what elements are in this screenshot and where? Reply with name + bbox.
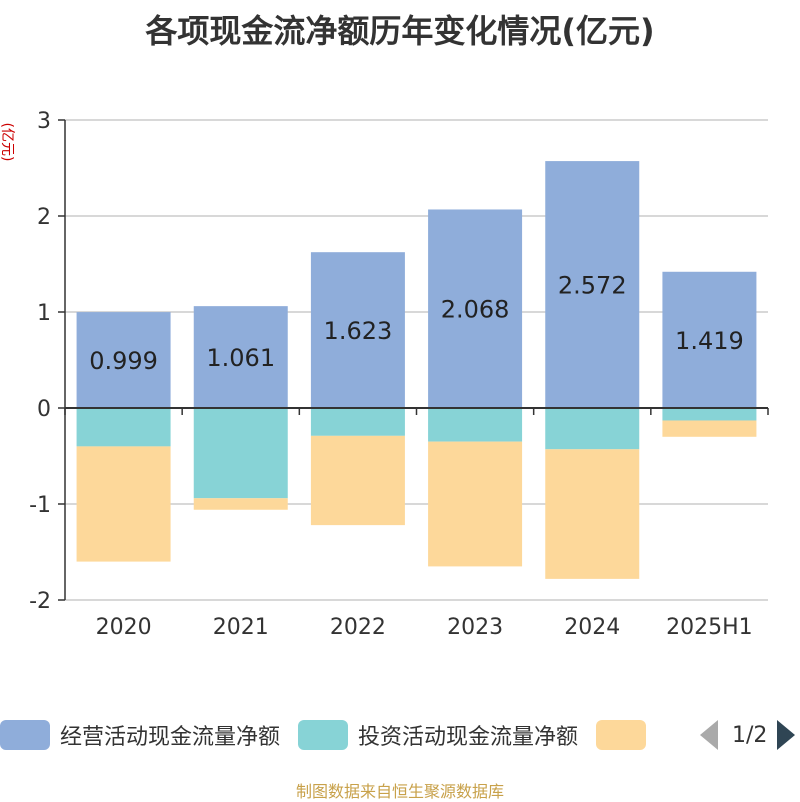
- bar-series1-2025H1[interactable]: [662, 408, 757, 421]
- bar-series0-2020[interactable]: [76, 312, 171, 408]
- legend-label-operating: 经营活动现金流量净额: [60, 725, 281, 750]
- y-axis-label: (亿元): [0, 123, 15, 162]
- y-tick-label: 3: [37, 109, 51, 134]
- axes: -2 -1 0 1 2 3 2020 2021 2022 2023 2024 2025H1: [29, 109, 769, 640]
- data-labels: 0.999 1.061 1.623 2.068 2.572 1.419: [89, 272, 744, 376]
- data-label-2023: 2.068: [441, 296, 510, 324]
- legend-pager: 1/2: [700, 716, 796, 754]
- bar-series1-2020[interactable]: [76, 408, 171, 447]
- bars: [76, 161, 757, 579]
- bar-series0-2022[interactable]: [310, 252, 405, 408]
- chart-title: 各项现金流净额历年变化情况(亿元): [145, 12, 655, 50]
- x-tick-label: 2023: [447, 615, 503, 640]
- legend-label-investing: 投资活动现金流量净额: [358, 725, 579, 750]
- legend-swatch-third-series: [596, 720, 647, 750]
- x-tick-label: 2020: [96, 615, 152, 640]
- bar-series0-2021[interactable]: [193, 306, 288, 408]
- bar-series2-2022[interactable]: [310, 435, 405, 526]
- bar-series1-2023[interactable]: [428, 408, 523, 442]
- grid-lines: [65, 119, 768, 601]
- bar-series2-2023[interactable]: [428, 441, 523, 567]
- data-label-2024: 2.572: [558, 272, 627, 300]
- y-tick-label: 1: [37, 301, 51, 326]
- legend-item-operating[interactable]: 经营活动现金流量净额: [0, 719, 280, 751]
- legend-item-investing[interactable]: 投资活动现金流量净额: [298, 719, 578, 751]
- bar-series1-2022[interactable]: [310, 408, 405, 436]
- x-tick-label: 2022: [330, 615, 386, 640]
- source-note: 制图数据来自恒生聚源数据库: [295, 782, 504, 801]
- bar-series0-2024[interactable]: [545, 161, 640, 408]
- bar-series1-2024[interactable]: [545, 408, 640, 450]
- bar-series2-2020[interactable]: [76, 446, 171, 562]
- y-tick-label: 0: [37, 397, 51, 422]
- legend-page-indicator: 1/2: [732, 722, 768, 748]
- y-tick-label: -2: [29, 589, 51, 614]
- bar-series0-2025H1[interactable]: [662, 271, 757, 408]
- x-tick-label: 2025H1: [666, 615, 753, 640]
- data-label-2021: 1.061: [206, 344, 275, 372]
- legend-swatch-investing: [298, 720, 349, 750]
- y-tick-label: -1: [29, 493, 51, 518]
- legend-item-third-series[interactable]: [596, 720, 656, 750]
- data-label-2020: 0.999: [89, 347, 158, 375]
- legend-swatch-operating: [0, 720, 50, 750]
- bar-series1-2021[interactable]: [193, 408, 288, 499]
- bar-series2-2025H1[interactable]: [662, 420, 757, 437]
- x-tick-label: 2021: [213, 615, 269, 640]
- legend-prev-arrow-icon[interactable]: [700, 720, 718, 750]
- bar-series0-2023[interactable]: [428, 209, 523, 408]
- data-label-2022: 1.623: [324, 317, 393, 345]
- legend: 经营活动现金流量净额 投资活动现金流量净额: [0, 716, 674, 754]
- x-tick-label: 2024: [564, 615, 620, 640]
- y-tick-label: 2: [37, 205, 51, 230]
- legend-next-arrow-icon[interactable]: [777, 720, 796, 750]
- bar-series2-2024[interactable]: [545, 449, 640, 579]
- data-label-2025H1: 1.419: [675, 327, 744, 355]
- bar-series2-2021[interactable]: [193, 498, 288, 510]
